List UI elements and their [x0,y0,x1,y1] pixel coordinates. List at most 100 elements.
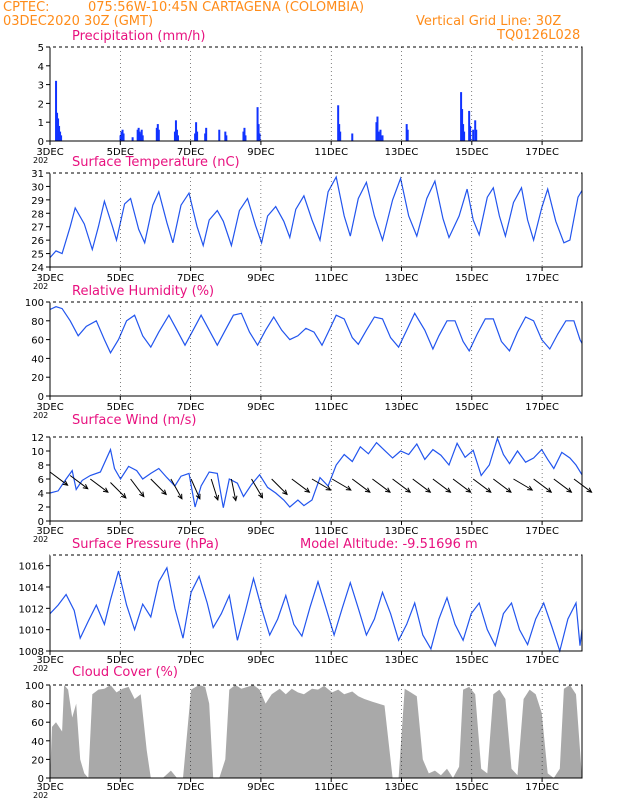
cloud-ytick-label-0: 0 [38,774,44,785]
wind-vector-25 [553,478,572,493]
rh-ytick-label-1: 20 [31,373,44,384]
rh-xtick-label-4: 11DEC [314,402,348,413]
pres-line [49,566,583,654]
precip-bar-45 [379,129,382,141]
precip-xtick-label-2: 7DEC [177,147,204,158]
temp-xtick-label-7: 17DEC [525,273,559,284]
rh-title: Relative Humidity (%) [72,284,214,299]
precip-ytick-label-0: 0 [38,137,44,148]
wind-ytick-label-3: 6 [38,475,44,486]
pres-xtick-label-6: 15DEC [455,655,489,666]
wind-vector-7 [190,478,201,500]
wind-arrowhead-12 [304,487,311,493]
precip-bar-19 [157,129,160,141]
header-source: CPTEC: [3,0,50,15]
precip-bar-35 [256,107,259,141]
temp-ytick-label-1: 25 [31,250,44,261]
wind-vector-26 [573,478,592,493]
precip-bar-7 [120,131,123,141]
cloud-xtick-label-1: 5DEC [107,782,134,793]
precip-bar-36 [257,124,260,141]
cloud-ytick-label-2: 40 [31,737,44,748]
rh-line [49,306,583,355]
wind-vector-4 [130,478,145,497]
precip-bar-29 [218,129,221,141]
wind-arrowhead-9 [232,495,238,502]
wind-arrowhead-24 [546,487,553,493]
wind-arrowhead-25 [566,487,573,493]
wind-vector-1 [69,475,89,490]
precip-title: Precipitation (mm/h) [72,29,205,44]
wind-arrowhead-0 [62,480,69,486]
wind-vector-11 [271,478,288,495]
wind-xtick-label-2: 7DEC [177,526,204,537]
wind-vector-18 [412,478,431,493]
pres-xtick-label-3: 9DEC [247,655,274,666]
precip-bar-30 [224,131,227,141]
pres-ytick-label-0: 1008 [19,647,44,658]
precip-bar-55 [472,129,475,141]
rh-xtick-label-1: 5DEC [107,402,134,413]
precip-bar-6 [119,135,122,141]
rh-xtick-label-6: 15DEC [455,402,489,413]
precip-xtick-label-5: 13DEC [385,147,419,158]
precip-bar-11 [136,129,139,141]
wind-xtick-label-3: 9DEC [247,526,274,537]
precip-bar-9 [122,133,125,141]
precip-bar-26 [196,131,199,141]
cloud-title: Cloud Cover (%) [72,665,178,680]
pres-subtitle: Model Altitude: -9.51696 m [300,537,478,552]
precip-xtick-label-6: 15DEC [455,147,489,158]
precip-bar-44 [377,131,380,141]
wind-vector-12 [291,478,310,493]
header-run-time: 03DEC2020 30Z (GMT) [3,14,154,29]
precip-ytick-label-1: 1 [38,118,44,129]
wind-vector-19 [432,478,451,493]
wind-ytick-label-5: 10 [31,447,44,458]
temp-ytick-label-7: 31 [31,169,44,180]
temp-ytick-label-0: 24 [31,263,44,274]
wind-vector-2 [90,478,109,493]
rh-xtick-label-7: 17DEC [525,402,559,413]
precip-year-stub: 202 [33,156,48,165]
header-code: TQ0126L028 [497,28,581,43]
temp-xtick-label-6: 15DEC [455,273,489,284]
wind-vector-3 [110,482,127,499]
precip-bar-52 [463,131,466,141]
wind-xtick-label-6: 15DEC [455,526,489,537]
rh-ytick-label-4: 80 [31,317,44,328]
wind-arrowhead-19 [445,487,452,493]
wind-xtick-label-4: 11DEC [314,526,348,537]
precip-ytick-label-3: 3 [38,81,44,92]
precip-bar-4 [59,131,62,141]
wind-vector-5 [150,478,167,495]
temp-xtick-label-1: 5DEC [107,273,134,284]
pres-xtick-label-2: 7DEC [177,655,204,666]
header-grid-note: Vertical Grid Line: 30Z [416,14,562,29]
cloud-xtick-label-2: 7DEC [177,782,204,793]
wind-vector-14 [331,478,352,491]
precip-bar-32 [242,131,245,141]
temp-xtick-label-0: 3DEC [36,273,63,284]
temp-frame [49,172,583,268]
precip-bar-20 [173,131,176,141]
precip-frame [49,46,583,142]
precip-xtick-label-3: 9DEC [247,147,274,158]
precip-bar-17 [155,127,158,141]
cloud-xtick-label-7: 17DEC [525,782,559,793]
precip-bar-42 [375,122,378,141]
precip-bar-34 [244,135,247,141]
wind-vector-0 [49,471,68,486]
precip-bar-5 [60,135,63,141]
pres-xtick-label-1: 5DEC [107,655,134,666]
wind-arrowhead-14 [345,485,352,491]
rh-xtick-label-3: 9DEC [247,402,274,413]
wind-vector-6 [170,478,183,500]
precip-bar-0 [55,80,58,141]
wind-arrowhead-4 [139,491,145,498]
wind-arrowhead-1 [82,484,89,490]
wind-vector-15 [351,478,371,493]
temp-year-stub: 202 [33,282,48,291]
precip-bar-10 [131,137,134,141]
precip-bar-25 [195,122,198,141]
